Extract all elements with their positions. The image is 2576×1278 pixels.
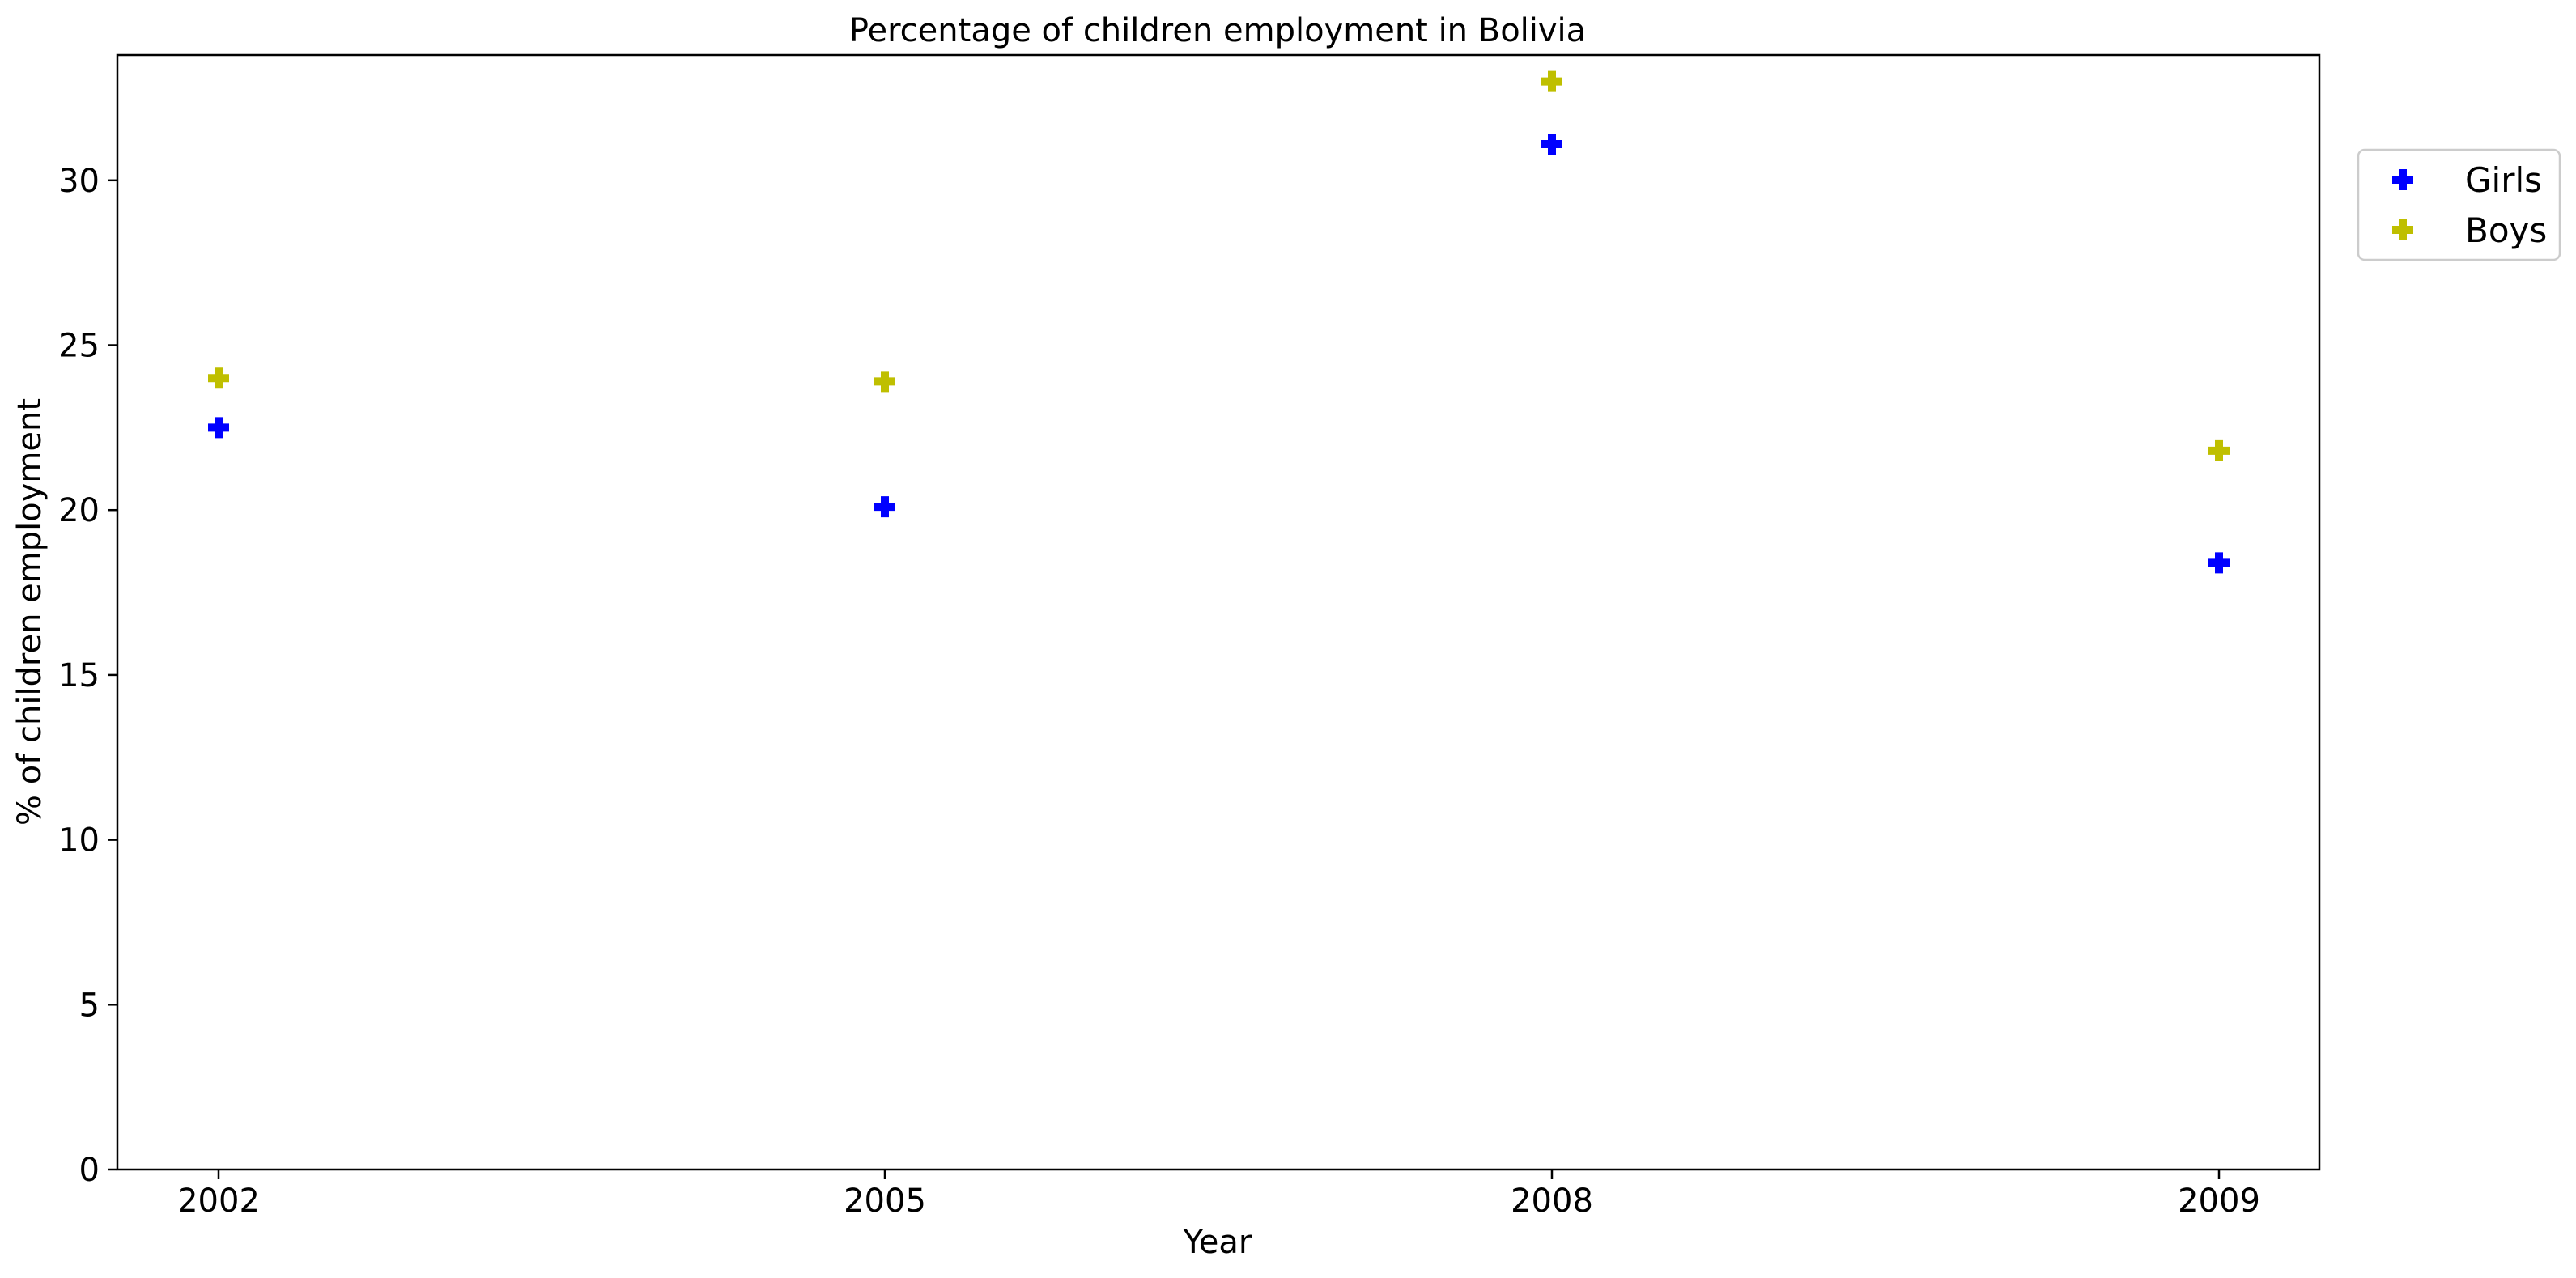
x-axis: 2002 2005 2008 2009 [177,1170,2260,1220]
point-girls-2008 [1541,133,1562,155]
y-tick-label: 25 [58,328,100,365]
legend-label-girls: Girls [2465,160,2542,200]
x-tick-label: 2002 [177,1182,260,1220]
x-tick-label: 2005 [844,1182,926,1220]
legend-label-boys: Boys [2465,210,2547,250]
y-tick-label: 0 [79,1152,100,1189]
x-tick-label: 2009 [2178,1182,2260,1220]
y-axis-label: % of children employment [11,398,49,826]
point-girls-2005 [874,496,895,518]
point-boys-2009 [2208,439,2230,461]
y-axis: 0 5 10 15 20 25 30 [58,163,117,1189]
point-girls-2002 [208,417,229,439]
plot-area-frame [116,53,2321,1171]
point-boys-2008 [1541,70,1562,92]
y-tick-label: 5 [79,987,100,1024]
legend-marker-girls [2392,169,2413,190]
x-tick-label: 2008 [1511,1182,1593,1220]
data-points [208,70,2230,574]
point-girls-2009 [2208,552,2230,574]
x-axis-label: Year [1183,1224,1252,1261]
y-tick-label: 20 [58,492,100,529]
legend: Girls Boys [2357,148,2561,261]
y-tick-label: 30 [58,163,100,200]
legend-marker-boys [2392,219,2413,240]
point-boys-2002 [208,367,229,389]
chart-title: Percentage of children employment in Bol… [849,12,1586,49]
y-tick-label: 15 [58,657,100,694]
y-tick-label: 10 [58,822,100,860]
point-boys-2005 [874,371,895,393]
